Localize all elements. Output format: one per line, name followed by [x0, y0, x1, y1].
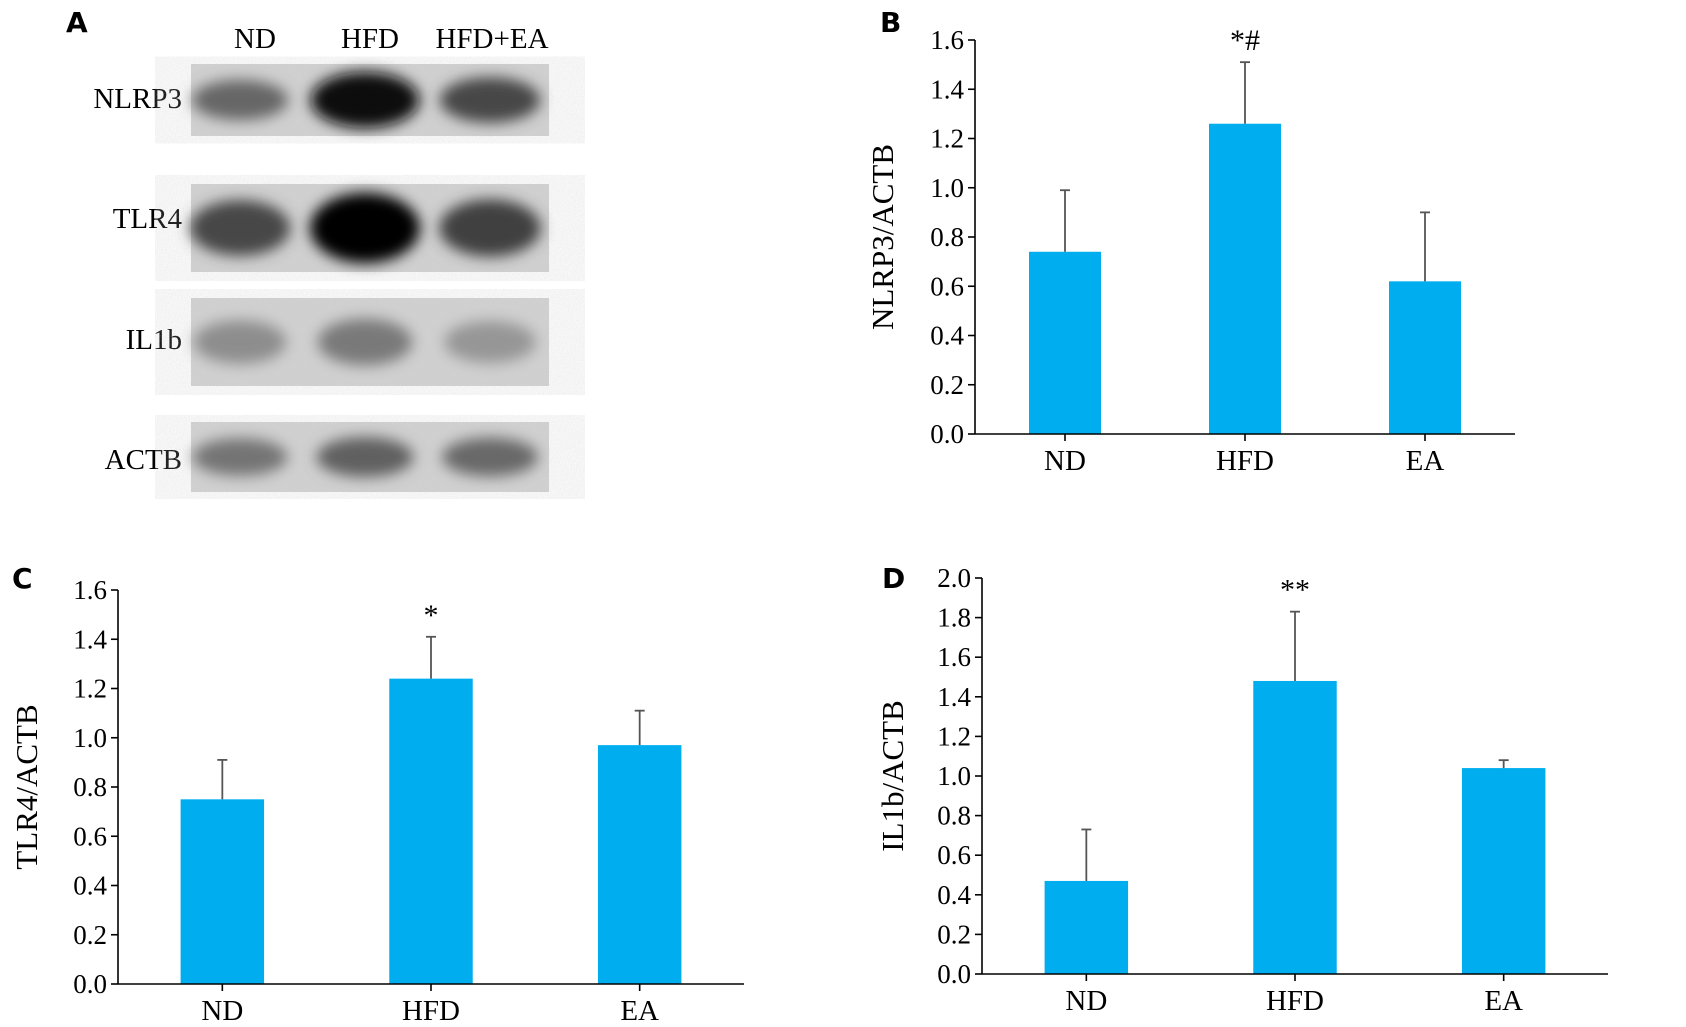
significance-mark: ** [1280, 574, 1310, 607]
y-tick-label: 1.0 [73, 723, 107, 753]
significance-mark: *# [1230, 24, 1260, 57]
blot-band [189, 200, 291, 256]
y-tick-label: 1.2 [73, 674, 107, 704]
x-tick-label: HFD [1266, 985, 1324, 1017]
y-tick-label: 2.0 [937, 563, 971, 593]
blot-strip-il1b: IL1b [126, 298, 549, 386]
lane-label-hfd: HFD [341, 23, 399, 55]
blot-band [439, 77, 541, 123]
x-tick-label: ND [1044, 445, 1086, 477]
y-tick-label: 1.2 [930, 124, 964, 154]
y-tick-label: 1.6 [937, 642, 971, 672]
y-tick-label: 0.6 [937, 840, 971, 870]
blot-strip-actb: ACTB [105, 422, 549, 492]
y-tick-label: 0.4 [937, 880, 971, 910]
western-blot-panel: A ND HFD HFD+EA NLRP3 TLR4 IL1b ACTB [66, 6, 549, 492]
panel-label: D [882, 562, 905, 595]
x-tick-label: EA [620, 995, 659, 1027]
y-tick-label: 1.4 [930, 74, 964, 104]
y-tick-label: 0.8 [930, 222, 964, 252]
panel-label: B [880, 6, 901, 39]
blot-band [310, 71, 420, 129]
lane-label-hfd-ea: HFD+EA [435, 23, 548, 55]
x-tick-label: EA [1406, 445, 1445, 477]
panel-label: C [12, 562, 33, 595]
y-axis-title: TLR4/ACTB [9, 704, 44, 869]
y-tick-label: 1.6 [73, 575, 107, 605]
bar [1389, 281, 1461, 434]
y-tick-label: 1.4 [937, 682, 971, 712]
y-axis-title: IL1b/ACTB [875, 700, 910, 852]
y-tick-label: 0.2 [930, 370, 964, 400]
y-tick-label: 0.4 [73, 871, 107, 901]
y-tick-label: 0.4 [930, 321, 964, 351]
y-axis-title: NLRP3/ACTB [865, 144, 900, 330]
y-tick-label: 0.0 [73, 969, 107, 999]
y-tick-label: 0.6 [930, 271, 964, 301]
lane-label-nd: ND [234, 23, 276, 55]
blot-band [192, 438, 288, 476]
blot-label-il1b: IL1b [126, 324, 182, 356]
y-tick-label: 1.0 [930, 173, 964, 203]
x-tick-label: ND [1065, 985, 1107, 1017]
blot-label-actb: ACTB [105, 444, 182, 476]
bar [1461, 768, 1546, 974]
y-tick-label: 1.0 [937, 761, 971, 791]
chart-panel-d: D IL1b/ACTB 0.0 0.2 0.4 0.6 0.8 1.0 1.2 1.4 1.6 1.8… [875, 562, 1608, 1017]
y-tick-label: 1.6 [930, 25, 964, 55]
y-tick-label: 0.8 [937, 801, 971, 831]
y-tick-label: 0.2 [937, 919, 971, 949]
bar [597, 745, 682, 984]
blot-band [444, 321, 536, 363]
bar [389, 678, 473, 984]
blot-band [442, 437, 538, 477]
x-tick-label: EA [1484, 985, 1523, 1017]
y-tick-label: 0.6 [73, 821, 107, 851]
blot-band [317, 318, 413, 366]
blot-label-nlrp3: NLRP3 [93, 83, 182, 115]
bar [1029, 251, 1101, 434]
blot-band [191, 79, 289, 121]
x-tick-label: HFD [402, 995, 460, 1027]
y-tick-label: 0.2 [73, 920, 107, 950]
blot-band [439, 199, 541, 257]
chart-panel-b: B NLRP3/ACTB 0.0 0.2 0.4 0.6 0.8 1.0 1.2 1.4 1.6 ND… [865, 6, 1515, 477]
blot-band [193, 320, 287, 364]
bar [1253, 680, 1337, 974]
y-tick-label: 0.0 [937, 959, 971, 989]
y-tick-label: 1.4 [73, 624, 107, 654]
blot-strip-tlr4: TLR4 [113, 184, 549, 272]
x-tick-label: HFD [1216, 445, 1274, 477]
bar [1209, 123, 1281, 434]
blot-band [316, 437, 414, 477]
panel-label-a: A [66, 6, 88, 39]
y-tick-label: 0.8 [73, 772, 107, 802]
y-tick-label: 0.0 [930, 419, 964, 449]
significance-mark: * [424, 599, 439, 632]
chart-panel-c: C TLR4/ACTB 0.0 0.2 0.4 0.6 0.8 1.0 1.2 1.4 1.6 ND *… [9, 562, 744, 1027]
y-tick-label: 1.8 [937, 603, 971, 633]
x-tick-label: ND [201, 995, 243, 1027]
bar [180, 799, 265, 984]
blot-band [310, 192, 420, 264]
blot-label-tlr4: TLR4 [113, 203, 183, 235]
bar [1044, 880, 1129, 974]
blot-strip-nlrp3: NLRP3 [93, 64, 549, 136]
y-tick-label: 1.2 [937, 721, 971, 751]
